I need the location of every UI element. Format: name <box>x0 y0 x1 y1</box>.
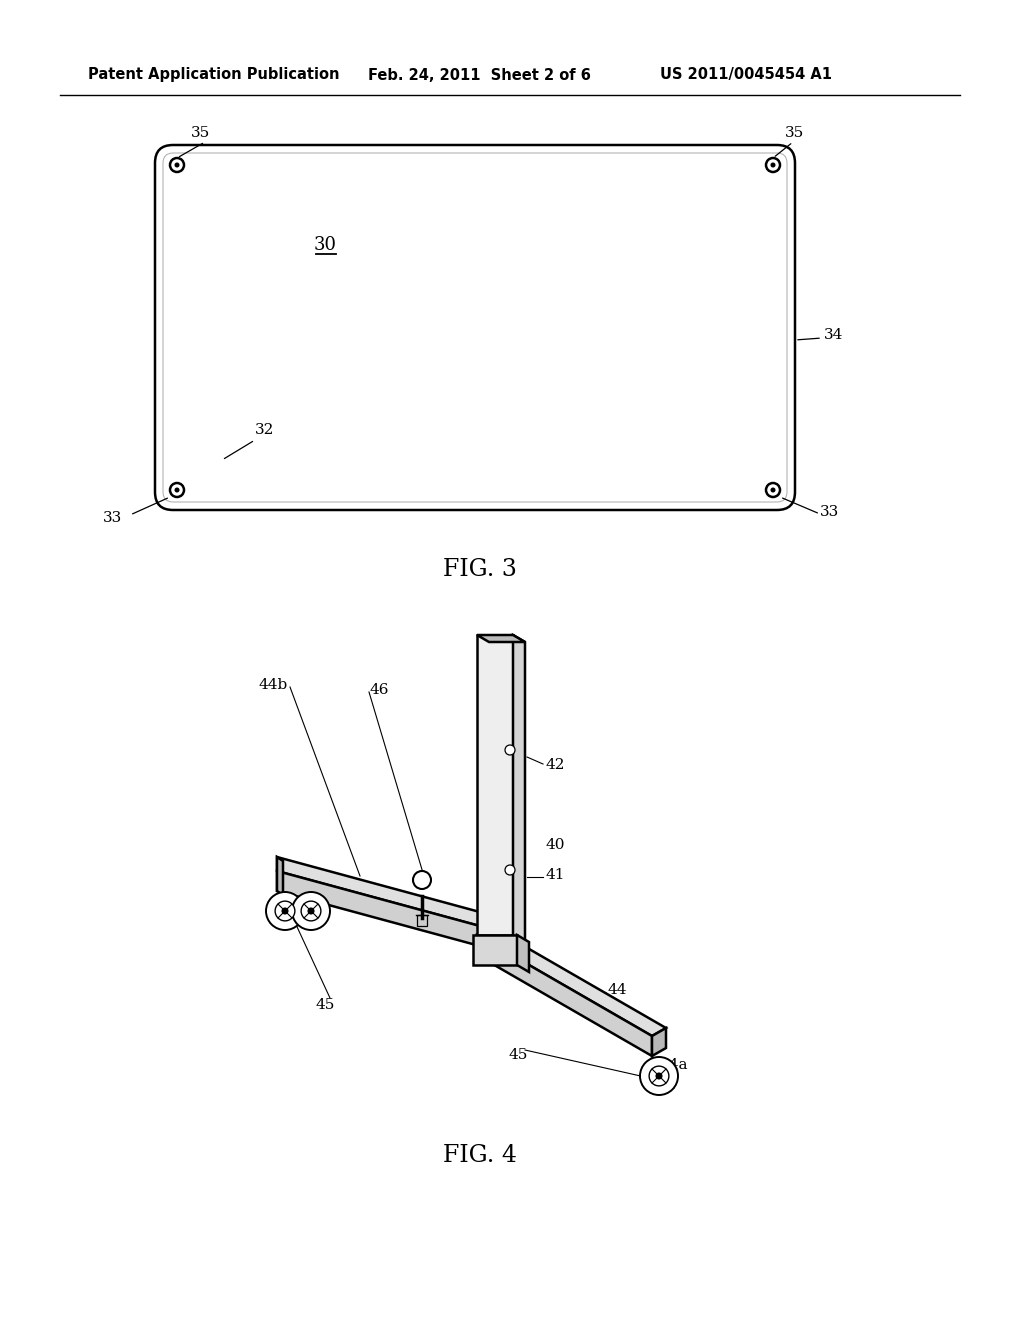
Circle shape <box>292 892 330 931</box>
Circle shape <box>170 483 184 498</box>
Circle shape <box>766 158 780 172</box>
Text: Feb. 24, 2011  Sheet 2 of 6: Feb. 24, 2011 Sheet 2 of 6 <box>368 67 591 82</box>
Text: 33: 33 <box>820 506 840 519</box>
Text: 35: 35 <box>190 125 210 140</box>
Text: FIG. 4: FIG. 4 <box>443 1143 517 1167</box>
Text: 40: 40 <box>545 838 564 851</box>
Circle shape <box>170 158 184 172</box>
Polygon shape <box>517 935 529 972</box>
Polygon shape <box>652 1028 666 1056</box>
Text: 41: 41 <box>545 869 564 882</box>
Text: FIG. 3: FIG. 3 <box>443 558 517 582</box>
Circle shape <box>766 483 780 498</box>
Text: 35: 35 <box>785 125 805 140</box>
Circle shape <box>649 1067 669 1086</box>
Text: 30: 30 <box>313 236 337 253</box>
Polygon shape <box>477 635 513 935</box>
Text: 42: 42 <box>545 758 564 772</box>
Circle shape <box>656 1073 662 1078</box>
Circle shape <box>771 488 775 492</box>
Circle shape <box>308 908 313 913</box>
Polygon shape <box>278 857 283 895</box>
Text: Patent Application Publication: Patent Application Publication <box>88 67 340 82</box>
Circle shape <box>505 744 515 755</box>
Circle shape <box>175 488 179 492</box>
Text: 32: 32 <box>255 422 274 437</box>
Polygon shape <box>477 927 666 1036</box>
Text: 33: 33 <box>103 511 123 525</box>
Polygon shape <box>477 635 525 642</box>
Circle shape <box>266 892 304 931</box>
Polygon shape <box>417 915 427 927</box>
Text: US 2011/0045454 A1: US 2011/0045454 A1 <box>660 67 831 82</box>
Circle shape <box>175 164 179 166</box>
Text: 46: 46 <box>370 682 389 697</box>
Polygon shape <box>278 871 513 954</box>
Circle shape <box>301 902 321 921</box>
Circle shape <box>413 871 431 888</box>
Text: 44a: 44a <box>660 1059 688 1072</box>
Circle shape <box>771 164 775 166</box>
Text: 44: 44 <box>608 983 628 997</box>
Circle shape <box>505 865 515 875</box>
Circle shape <box>275 902 295 921</box>
Circle shape <box>283 908 288 913</box>
Circle shape <box>640 1057 678 1096</box>
Text: 45: 45 <box>315 998 335 1012</box>
FancyBboxPatch shape <box>155 145 795 510</box>
Polygon shape <box>278 857 513 935</box>
Polygon shape <box>473 935 517 965</box>
Polygon shape <box>477 935 652 1056</box>
Text: 45: 45 <box>508 1048 527 1063</box>
Polygon shape <box>513 635 525 942</box>
Text: 34: 34 <box>824 327 844 342</box>
Text: 44b: 44b <box>259 678 288 692</box>
